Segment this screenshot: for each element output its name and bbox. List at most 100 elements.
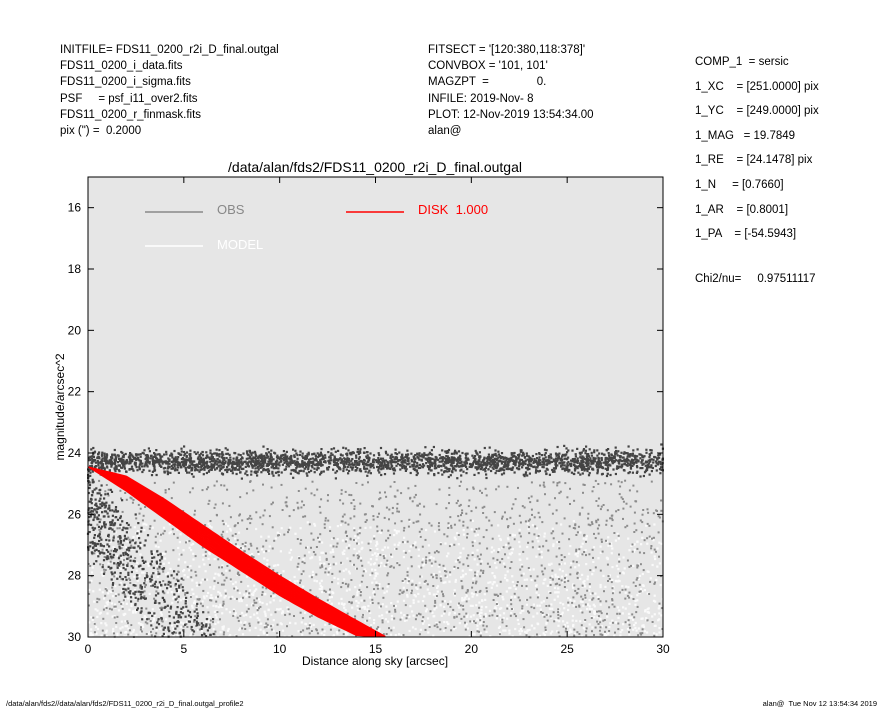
obs-point — [620, 459, 623, 463]
obs-point — [332, 563, 335, 566]
obs-point — [251, 451, 254, 454]
obs-point — [513, 592, 516, 595]
obs-point — [553, 467, 556, 470]
obs-point — [90, 616, 93, 619]
obs-point — [602, 574, 605, 577]
obs-point — [415, 520, 418, 523]
obs-point — [113, 575, 116, 578]
obs-point — [478, 558, 481, 561]
obs-point — [492, 549, 496, 552]
obs-point — [583, 458, 586, 461]
obs-point — [201, 600, 204, 603]
obs-point — [376, 587, 379, 590]
obs-point — [433, 608, 436, 611]
obs-point — [463, 461, 466, 464]
obs-point — [148, 462, 151, 465]
obs-point — [231, 595, 234, 598]
obs-point — [628, 455, 631, 458]
obs-point — [618, 462, 621, 465]
obs-point — [228, 539, 230, 542]
obs-point — [351, 462, 354, 465]
obs-point — [119, 631, 122, 634]
obs-point — [495, 617, 498, 620]
obs-point — [404, 551, 407, 554]
obs-point — [324, 519, 327, 522]
obs-point — [335, 562, 338, 565]
obs-point — [184, 463, 187, 466]
obs-point — [120, 466, 123, 469]
obs-point — [212, 628, 215, 631]
obs-point — [205, 595, 208, 598]
obs-point — [358, 469, 361, 472]
obs-point — [91, 618, 94, 622]
obs-point — [553, 586, 557, 589]
obs-point — [472, 581, 474, 584]
obs-point — [343, 457, 346, 460]
obs-point — [118, 470, 121, 473]
obs-point — [591, 630, 593, 633]
obs-point — [221, 564, 224, 567]
obs-point — [273, 539, 276, 542]
obs-point — [182, 462, 185, 465]
obs-point — [601, 550, 604, 553]
obs-point — [176, 634, 179, 637]
obs-point — [497, 469, 501, 472]
obs-point — [121, 626, 124, 629]
obs-point — [116, 461, 119, 464]
obs-point — [580, 451, 583, 454]
obs-point — [658, 627, 661, 630]
obs-point — [107, 562, 110, 565]
obs-point — [167, 561, 170, 564]
obs-point — [226, 452, 230, 455]
obs-point — [647, 611, 650, 614]
obs-point — [626, 452, 629, 455]
obs-point — [511, 575, 514, 578]
obs-point — [173, 533, 175, 536]
obs-point — [184, 593, 187, 596]
obs-point — [306, 627, 309, 630]
obs-point — [503, 462, 507, 465]
obs-point — [104, 605, 107, 608]
obs-point — [382, 633, 385, 636]
obs-point — [354, 615, 357, 618]
obs-point — [308, 551, 311, 554]
obs-point — [521, 605, 524, 608]
obs-point — [551, 575, 554, 578]
obs-point — [485, 476, 488, 480]
obs-point — [516, 581, 519, 583]
obs-point — [404, 466, 407, 469]
obs-point — [630, 544, 633, 547]
obs-point — [440, 590, 443, 593]
obs-point — [281, 457, 284, 460]
obs-point — [445, 575, 448, 578]
obs-point — [402, 581, 405, 584]
obs-point — [122, 458, 125, 461]
obs-point — [148, 527, 151, 530]
obs-point — [637, 591, 640, 594]
obs-point — [140, 626, 142, 629]
obs-point — [472, 577, 475, 580]
obs-point — [91, 470, 94, 473]
obs-point — [597, 532, 600, 535]
obs-point — [263, 610, 266, 613]
obs-point — [143, 595, 146, 598]
obs-point — [622, 606, 625, 609]
obs-point — [343, 602, 346, 606]
obs-point — [221, 502, 224, 505]
obs-point — [636, 490, 639, 493]
obs-point — [607, 452, 610, 455]
obs-point — [509, 547, 513, 550]
obs-point — [473, 558, 476, 561]
obs-point — [261, 523, 264, 526]
obs-point — [610, 524, 613, 527]
obs-point — [502, 598, 505, 601]
obs-point — [276, 571, 279, 574]
obs-point — [485, 590, 488, 593]
obs-point — [377, 469, 380, 472]
obs-point — [624, 588, 627, 591]
obs-point — [622, 556, 625, 559]
obs-point — [590, 617, 593, 619]
obs-point — [396, 507, 399, 510]
obs-point — [221, 626, 224, 629]
obs-point — [557, 613, 560, 616]
